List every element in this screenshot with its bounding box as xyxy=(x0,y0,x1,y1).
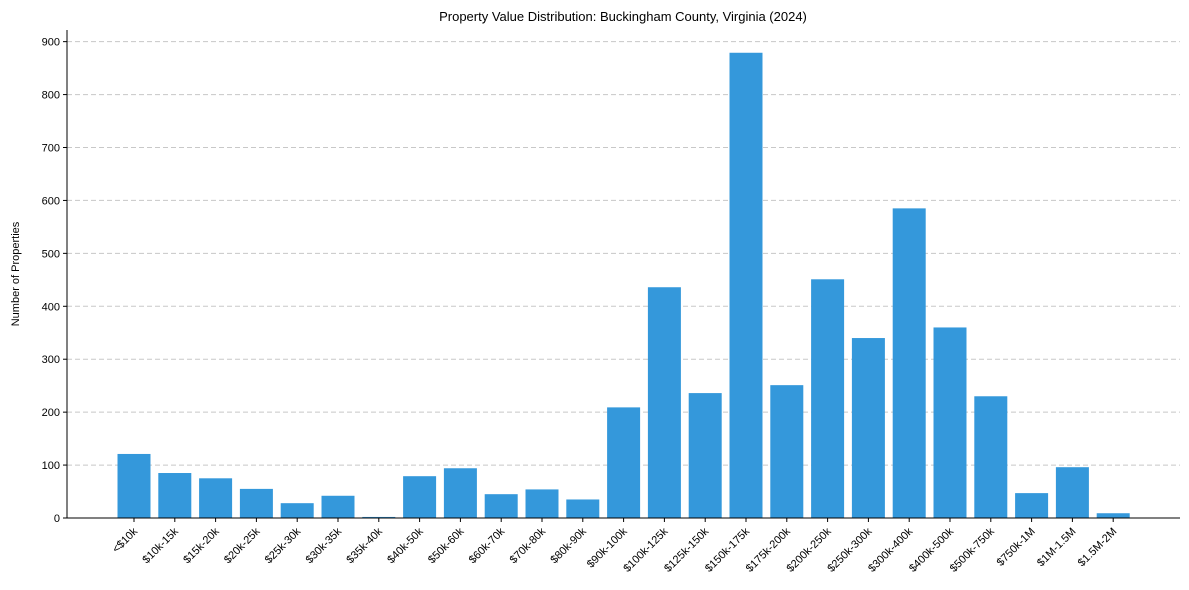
x-tick-label: $80k-90k xyxy=(548,525,589,566)
bar xyxy=(280,503,314,518)
y-tick-label: 0 xyxy=(54,513,60,525)
y-tick-label: 500 xyxy=(42,248,60,260)
bar xyxy=(443,468,477,518)
x-tick-label: $750k-1M xyxy=(995,526,1038,569)
chart-title: Property Value Distribution: Buckingham … xyxy=(439,9,807,24)
y-axis-ticks: 0 100 200 300 400 500 600 700 800 900 xyxy=(42,37,67,525)
x-tick-label: $30k-35k xyxy=(304,525,345,566)
bar xyxy=(1096,513,1130,518)
bar xyxy=(811,279,845,518)
y-tick-label: 200 xyxy=(42,407,60,419)
y-tick-label: 600 xyxy=(42,195,60,207)
bar xyxy=(321,495,355,518)
x-tick-label: $60k-70k xyxy=(467,525,508,566)
y-tick-label: 100 xyxy=(42,460,60,472)
bar xyxy=(1015,493,1049,518)
bars-group xyxy=(117,52,1130,519)
x-tick-label: $40k-50k xyxy=(385,525,426,566)
bar xyxy=(525,489,559,518)
bar xyxy=(158,473,192,518)
x-tick-label: $50k-60k xyxy=(426,525,467,566)
x-tick-label: $10k-15k xyxy=(140,525,181,566)
y-tick-label: 700 xyxy=(42,143,60,155)
x-tick-label: $35k-40k xyxy=(344,525,385,566)
bar xyxy=(770,385,804,518)
x-tick-label: $1.5M-2M xyxy=(1076,526,1120,570)
y-tick-label: 300 xyxy=(42,354,60,366)
bar xyxy=(403,476,437,518)
bar xyxy=(199,478,233,518)
bar xyxy=(484,494,518,518)
bar xyxy=(1055,467,1089,518)
x-axis-ticks: <$10k $10k-15k $15k-20k $20k-25k $25k-30k $30… xyxy=(110,518,1119,575)
y-tick-label: 900 xyxy=(42,37,60,49)
x-tick-label: <$10k xyxy=(110,525,140,555)
bar xyxy=(362,516,396,518)
y-axis-label: Number of Properties xyxy=(10,221,22,326)
bar xyxy=(688,393,722,518)
y-gridlines xyxy=(67,41,1180,466)
x-tick-label: $20k-25k xyxy=(222,525,263,566)
x-tick-label: $1M-1.5M xyxy=(1035,526,1079,570)
bar xyxy=(647,287,681,518)
bar xyxy=(607,407,641,518)
bar xyxy=(933,327,967,518)
bar xyxy=(974,396,1008,518)
bar xyxy=(239,488,273,518)
y-tick-label: 400 xyxy=(42,301,60,313)
x-tick-label: $25k-30k xyxy=(263,525,304,566)
x-tick-label: $15k-20k xyxy=(181,525,222,566)
bar xyxy=(729,52,763,519)
bar xyxy=(117,453,151,518)
bar xyxy=(892,208,926,518)
bar xyxy=(851,338,885,518)
x-tick-label: $500k-750k xyxy=(948,525,997,574)
x-tick-label: $70k-80k xyxy=(508,525,549,566)
bar xyxy=(566,499,600,518)
y-tick-label: 800 xyxy=(42,90,60,102)
